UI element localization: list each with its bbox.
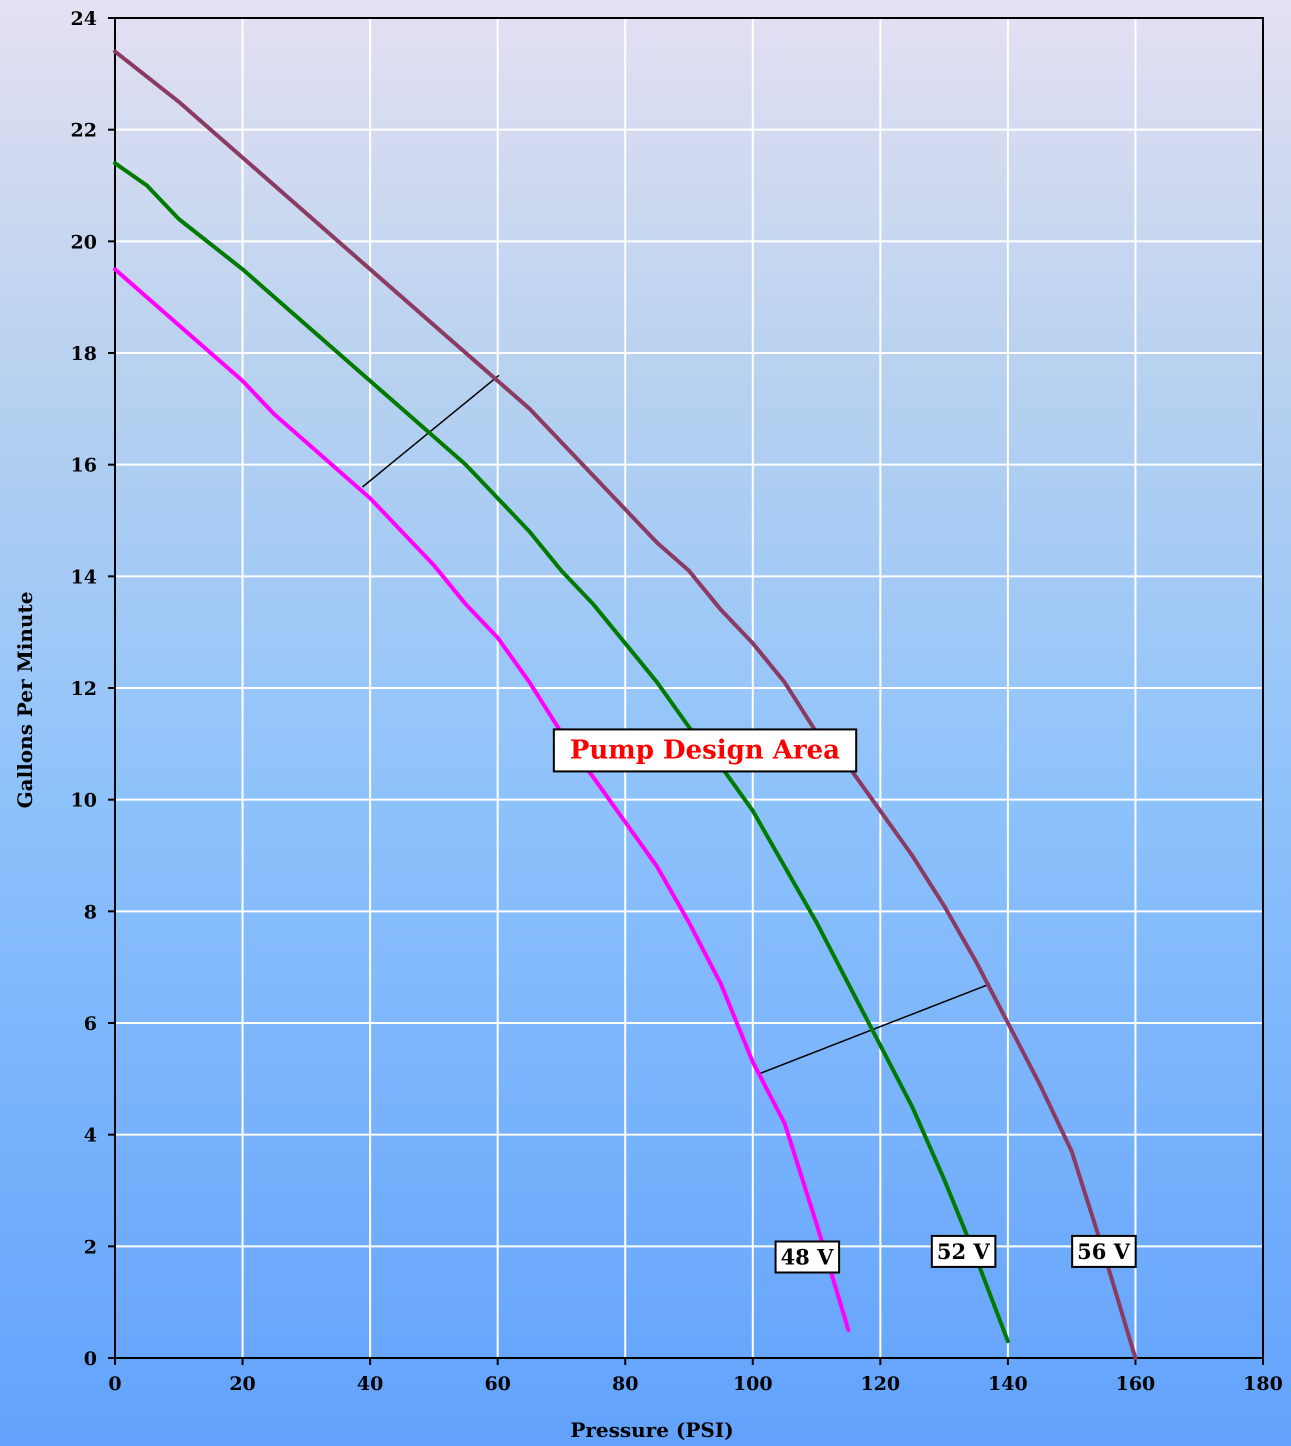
series-label-text: 56 V <box>1077 1239 1131 1264</box>
y-tick-label: 22 <box>71 120 97 142</box>
design-boundary-line <box>760 983 991 1074</box>
y-tick-label: 24 <box>71 8 97 30</box>
series-label-box <box>930 1234 997 1268</box>
series-line-0 <box>113 267 851 1333</box>
x-tick-label: 180 <box>1243 1373 1283 1395</box>
annotation-box <box>552 728 858 773</box>
x-tick-label: 160 <box>1116 1373 1156 1395</box>
y-tick-label: 20 <box>71 231 97 253</box>
annotation-text: Pump Design Area <box>570 735 840 765</box>
x-tick-label: 120 <box>860 1373 900 1395</box>
y-tick-label: 12 <box>71 678 97 700</box>
y-tick-label: 2 <box>84 1236 97 1258</box>
design-area-boundaries <box>361 374 991 1074</box>
y-axis-title: Gallons Per Minute <box>13 592 37 809</box>
series-labels: 48 V 52 V 56 V <box>774 1234 1137 1274</box>
y-tick-label: 0 <box>84 1348 97 1370</box>
x-tick-label: 20 <box>229 1373 255 1395</box>
series-line-2 <box>113 49 1138 1360</box>
series-label-2: 56 V <box>1071 1234 1137 1268</box>
annotation-0: Pump Design Area <box>552 728 858 773</box>
x-tick-label: 100 <box>733 1373 773 1395</box>
grid <box>115 18 1263 1358</box>
series-label-text: 48 V <box>781 1245 835 1270</box>
y-tick-label: 14 <box>71 566 97 588</box>
y-tick-label: 8 <box>84 901 97 923</box>
x-tick-label: 60 <box>484 1373 510 1395</box>
y-tick-label: 18 <box>71 343 97 365</box>
x-tick-label: 40 <box>357 1373 383 1395</box>
x-tick-label: 140 <box>988 1373 1028 1395</box>
series-lines <box>113 49 1138 1360</box>
design-boundary-line <box>361 374 500 488</box>
series-line-1 <box>113 161 1010 1344</box>
axis-ticks: 0 20 40 60 80 100 120 140 160 1800246810121416182… <box>71 8 1283 1395</box>
series-label-box <box>774 1240 841 1274</box>
y-tick-label: 16 <box>71 455 97 477</box>
series-label-box <box>1071 1234 1137 1268</box>
y-tick-label: 10 <box>71 790 97 812</box>
annotations: Pump Design Area <box>552 728 858 773</box>
y-tick-label: 4 <box>84 1125 97 1147</box>
y-tick-label: 6 <box>84 1013 97 1035</box>
x-tick-label: 0 <box>108 1373 121 1395</box>
x-tick-label: 80 <box>612 1373 638 1395</box>
series-label-text: 52 V <box>937 1239 991 1264</box>
series-label-1: 52 V <box>930 1234 997 1268</box>
x-axis-title: Pressure (PSI) <box>570 1418 733 1442</box>
series-label-0: 48 V <box>774 1240 841 1274</box>
